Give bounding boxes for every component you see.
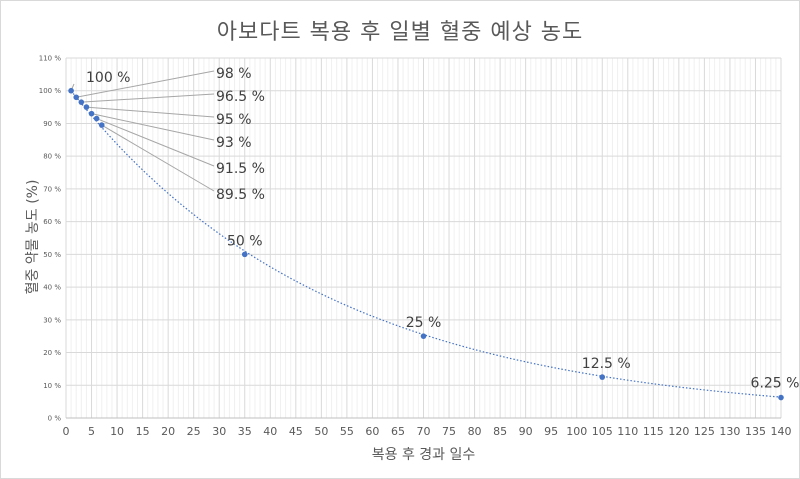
x-tick-label: 25 <box>187 425 201 438</box>
data-label: 93 % <box>216 135 252 151</box>
y-tick-label: 10 % <box>43 382 61 390</box>
y-tick-label: 90 % <box>43 120 61 128</box>
x-tick-label: 15 <box>136 425 150 438</box>
x-tick-label: 135 <box>745 425 766 438</box>
data-label: 12.5 % <box>582 356 631 372</box>
x-tick-label: 95 <box>544 425 558 438</box>
x-tick-label: 35 <box>238 425 252 438</box>
data-point <box>98 122 105 128</box>
data-point <box>78 99 85 105</box>
x-tick-label: 120 <box>668 425 689 438</box>
data-point <box>73 94 80 101</box>
x-tick-label: 30 <box>212 425 226 438</box>
leader-line <box>96 118 215 167</box>
leader-line <box>86 106 215 118</box>
data-point <box>93 115 100 122</box>
data-label: 6.25 % <box>751 376 800 392</box>
y-tick-label: 40 % <box>43 284 61 292</box>
data-point <box>88 110 95 117</box>
data-point <box>778 394 784 401</box>
chart-title: 아보다트 복용 후 일별 혈중 예상 농도 <box>216 20 584 45</box>
x-tick-label: 115 <box>643 425 664 438</box>
x-tick-label: 50 <box>314 425 328 438</box>
x-tick-label: 90 <box>519 425 533 438</box>
x-tick-label: 45 <box>289 425 303 438</box>
data-point <box>241 251 248 258</box>
leader-line <box>76 70 215 98</box>
x-tick-label: 125 <box>694 425 715 438</box>
trendline <box>70 90 782 398</box>
x-tick-label: 55 <box>340 425 354 438</box>
leader-line <box>91 113 215 141</box>
data-label: 96.5 % <box>216 89 265 105</box>
x-tick-label: 0 <box>63 425 70 438</box>
y-tick-label: 50 % <box>43 251 61 259</box>
data-point <box>68 87 74 94</box>
x-tick-label: 10 <box>110 425 124 438</box>
leader-line <box>101 124 215 192</box>
x-tick-label: 75 <box>442 425 456 438</box>
x-tick-label: 85 <box>493 425 507 438</box>
data-label: 100 % <box>86 70 130 86</box>
x-tick-label: 70 <box>417 425 431 438</box>
x-tick-label: 80 <box>468 425 482 438</box>
y-tick-label: 30 % <box>43 316 61 324</box>
x-tick-label: 100 <box>566 425 587 438</box>
data-point <box>420 333 427 339</box>
y-tick-label: 60 % <box>43 218 61 226</box>
y-tick-label: 100 % <box>39 87 62 95</box>
data-label: 25 % <box>406 315 442 331</box>
y-tick-label: 70 % <box>43 185 61 193</box>
x-tick-label: 5 <box>88 425 95 438</box>
x-tick-label: 20 <box>161 425 175 438</box>
data-label: 98 % <box>216 66 252 82</box>
y-tick-label: 110 % <box>39 55 62 63</box>
data-point <box>83 104 90 110</box>
data-label: 91.5 % <box>216 161 265 177</box>
x-tick-label: 140 <box>771 425 792 438</box>
data-point <box>599 374 606 380</box>
x-tick-label: 130 <box>719 425 740 438</box>
x-tick-label: 60 <box>365 425 379 438</box>
data-label: 50 % <box>227 233 263 249</box>
x-axis-title: 복용 후 경과 일수 <box>371 447 476 463</box>
x-tick-label: 65 <box>391 425 405 438</box>
y-tick-label: 20 % <box>43 349 61 357</box>
x-tick-label: 110 <box>617 425 638 438</box>
y-tick-label: 0 % <box>48 415 62 423</box>
x-tick-label: 105 <box>592 425 613 438</box>
leader-line <box>81 93 215 103</box>
x-tick-label: 40 <box>263 425 277 438</box>
data-label: 89.5 % <box>216 187 265 203</box>
data-label: 95 % <box>216 112 252 128</box>
y-tick-label: 80 % <box>43 153 61 161</box>
